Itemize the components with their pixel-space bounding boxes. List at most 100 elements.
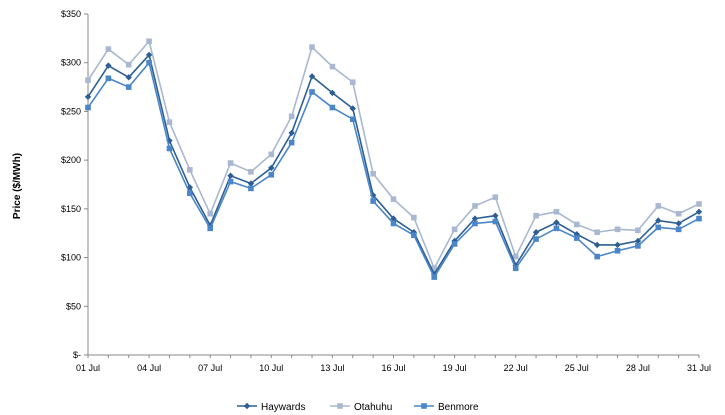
y-tick-label: $150 <box>61 204 81 214</box>
data-point-benmore <box>696 215 702 222</box>
data-point-benmore <box>227 178 234 185</box>
legend-item-otahuhu: Otahuhu <box>330 402 392 413</box>
data-point-benmore <box>594 253 600 260</box>
data-point-otahuhu <box>411 214 417 221</box>
data-point-benmore <box>288 139 295 146</box>
data-point-otahuhu <box>533 212 539 219</box>
data-point-haywards <box>573 230 580 238</box>
legend-label: Haywards <box>261 402 305 413</box>
data-point-haywards <box>614 241 621 249</box>
data-point-benmore <box>349 116 356 123</box>
data-point-haywards <box>593 241 601 249</box>
data-point-otahuhu <box>594 229 600 236</box>
data-point-benmore <box>574 235 580 241</box>
x-tick-label: 25 Jul <box>565 363 589 373</box>
series-otahuhu <box>85 38 702 272</box>
y-tick-label: $300 <box>61 58 81 68</box>
data-point-otahuhu <box>390 196 397 202</box>
data-point-haywards <box>227 172 234 179</box>
data-point-otahuhu <box>655 203 662 209</box>
data-point-benmore <box>329 104 336 111</box>
data-point-otahuhu <box>451 226 458 233</box>
data-point-haywards <box>553 219 560 226</box>
x-tick-label: 10 Jul <box>259 363 283 373</box>
legend-marker <box>337 403 343 409</box>
data-point-haywards <box>532 229 540 236</box>
data-point-otahuhu <box>492 194 499 200</box>
y-axis-ticks: $- $50 $100 $150 $200 $250 $300 $350 <box>61 9 88 360</box>
data-point-benmore <box>146 59 152 66</box>
data-point-otahuhu <box>512 253 519 260</box>
data-point-benmore <box>125 84 132 90</box>
data-point-benmore <box>411 232 417 238</box>
legend-item-benmore: Benmore <box>414 402 479 413</box>
legend: Haywards Otahuhu Benmore <box>237 402 479 413</box>
data-point-otahuhu <box>329 63 336 70</box>
data-point-haywards <box>512 262 519 269</box>
data-point-otahuhu <box>207 210 213 217</box>
series-benmore <box>85 59 702 280</box>
y-tick-label: $50 <box>66 301 81 311</box>
y-tick-label: $250 <box>61 106 81 116</box>
data-point-haywards <box>492 212 499 219</box>
data-point-benmore <box>675 226 682 233</box>
series-haywards <box>84 51 703 278</box>
x-tick-label: 07 Jul <box>198 363 222 373</box>
data-point-haywards <box>145 51 153 59</box>
x-tick-label: 31 Jul <box>687 363 711 373</box>
data-point-otahuhu <box>349 79 356 85</box>
y-axis-title: Price ($/MWh) <box>12 153 23 219</box>
data-point-benmore <box>431 274 438 280</box>
data-point-otahuhu <box>146 38 152 45</box>
data-point-haywards <box>655 217 662 224</box>
x-tick-label: 19 Jul <box>443 363 467 373</box>
data-point-benmore <box>309 89 315 95</box>
data-point-haywards <box>308 73 316 80</box>
data-point-benmore <box>553 225 560 232</box>
data-point-benmore <box>614 247 621 254</box>
data-point-otahuhu <box>696 201 702 207</box>
data-point-haywards <box>125 74 132 81</box>
data-point-otahuhu <box>227 160 234 166</box>
data-point-otahuhu <box>553 208 560 215</box>
data-point-benmore <box>268 171 275 178</box>
data-point-haywards <box>390 215 397 222</box>
data-point-benmore <box>533 236 539 242</box>
data-point-otahuhu <box>431 265 438 272</box>
data-point-otahuhu <box>85 77 91 84</box>
data-point-haywards <box>675 220 682 227</box>
data-point-benmore <box>166 145 173 152</box>
data-point-otahuhu <box>166 119 173 125</box>
x-tick-label: 04 Jul <box>137 363 161 373</box>
series-group <box>84 38 703 280</box>
legend-marker <box>421 403 427 409</box>
series-line-haywards <box>87 53 700 276</box>
data-point-haywards <box>471 215 479 222</box>
x-tick-label: 28 Jul <box>626 363 650 373</box>
data-point-haywards <box>695 208 703 215</box>
series-line-otahuhu <box>87 39 700 271</box>
x-tick-label: 16 Jul <box>381 363 405 373</box>
data-point-benmore <box>105 75 112 82</box>
data-point-otahuhu <box>288 113 295 120</box>
data-point-haywards <box>84 93 92 101</box>
data-point-haywards <box>349 105 356 112</box>
x-tick-label: 01 Jul <box>76 363 100 373</box>
data-point-benmore <box>635 243 641 249</box>
data-point-benmore <box>655 224 662 231</box>
data-point-otahuhu <box>105 46 112 52</box>
data-point-otahuhu <box>370 170 376 177</box>
data-point-haywards <box>288 129 295 137</box>
legend-label: Otahuhu <box>354 402 392 413</box>
data-point-otahuhu <box>125 61 132 68</box>
axes <box>87 14 699 356</box>
data-point-haywards <box>247 180 255 187</box>
data-point-otahuhu <box>268 151 275 158</box>
data-point-benmore <box>85 104 91 111</box>
data-point-otahuhu <box>635 227 641 234</box>
data-point-haywards <box>105 62 112 69</box>
x-tick-label: 13 Jul <box>320 363 344 373</box>
data-point-benmore <box>492 218 499 225</box>
x-axis-ticks: 01 Jul 04 Jul 07 Jul 10 Jul 13 Jul 16 Jul 19 J… <box>76 355 711 373</box>
y-tick-label: $350 <box>61 9 81 19</box>
